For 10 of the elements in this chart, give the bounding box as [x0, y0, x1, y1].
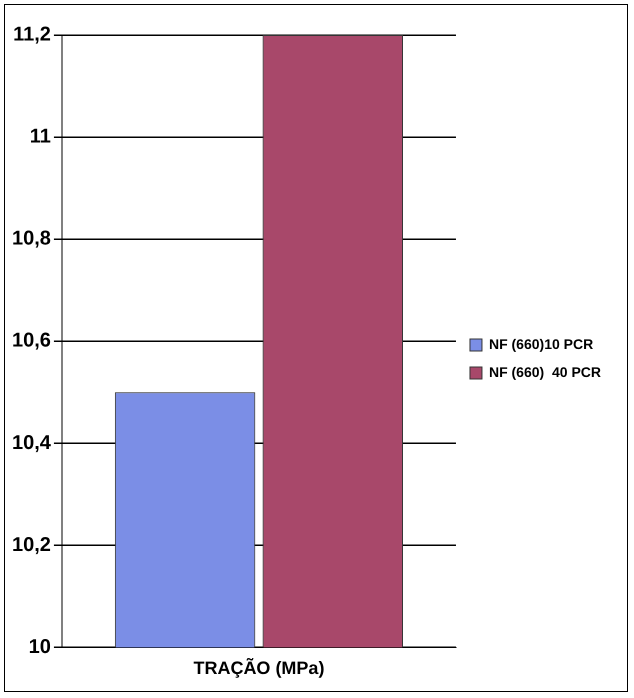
x-tick-label: TRAÇÃO (MPa) — [193, 657, 324, 678]
y-tick-label: 10 — [28, 636, 51, 658]
y-tick-label: 10,6 — [12, 330, 51, 352]
y-tick-label: 11,2 — [13, 24, 51, 46]
y-tick-label: 10,2 — [12, 534, 51, 556]
legend-label: NF (660)10 PCR — [488, 336, 594, 352]
y-tick-label: 10,4 — [12, 432, 52, 454]
y-tick-label: 11 — [30, 126, 51, 148]
legend-label: NF (660) 40 PCR — [488, 364, 602, 380]
y-tick-label: 10,8 — [12, 228, 51, 250]
